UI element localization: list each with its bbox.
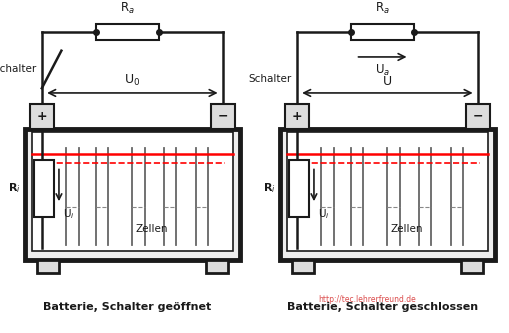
- Text: U$_i$: U$_i$: [317, 207, 329, 221]
- Bar: [35, 160, 54, 216]
- Bar: [289, 160, 308, 216]
- Bar: [37, 260, 59, 273]
- Text: U$_a$: U$_a$: [374, 63, 389, 78]
- Text: R$_i$: R$_i$: [263, 181, 275, 195]
- Text: http://tec.lehrerfreund.de: http://tec.lehrerfreund.de: [318, 295, 415, 304]
- Bar: [30, 104, 54, 129]
- Bar: [96, 24, 159, 40]
- Text: −: −: [217, 110, 228, 123]
- Text: U$_0$: U$_0$: [124, 73, 140, 88]
- Bar: [284, 104, 308, 129]
- Text: R$_a$: R$_a$: [120, 1, 135, 16]
- Text: Batterie, Schalter geschlossen: Batterie, Schalter geschlossen: [287, 302, 477, 312]
- Text: Schalter: Schalter: [0, 65, 37, 75]
- Text: −: −: [472, 110, 482, 123]
- Bar: [24, 129, 240, 260]
- Text: Zellen: Zellen: [390, 224, 422, 234]
- Text: +: +: [291, 110, 301, 123]
- Text: Schalter: Schalter: [248, 74, 291, 84]
- Bar: [460, 260, 482, 273]
- Bar: [287, 132, 487, 251]
- Text: Batterie, Schalter geöffnet: Batterie, Schalter geöffnet: [43, 302, 211, 312]
- Bar: [465, 104, 489, 129]
- Bar: [210, 104, 235, 129]
- Text: Zellen: Zellen: [135, 224, 168, 234]
- Bar: [279, 129, 494, 260]
- Text: R$_i$: R$_i$: [8, 181, 21, 195]
- Bar: [350, 24, 413, 40]
- Text: +: +: [37, 110, 47, 123]
- Text: R$_a$: R$_a$: [374, 1, 389, 16]
- Bar: [32, 132, 232, 251]
- Text: U: U: [382, 75, 391, 88]
- Bar: [206, 260, 228, 273]
- Bar: [291, 260, 314, 273]
- Text: U$_i$: U$_i$: [63, 207, 74, 221]
